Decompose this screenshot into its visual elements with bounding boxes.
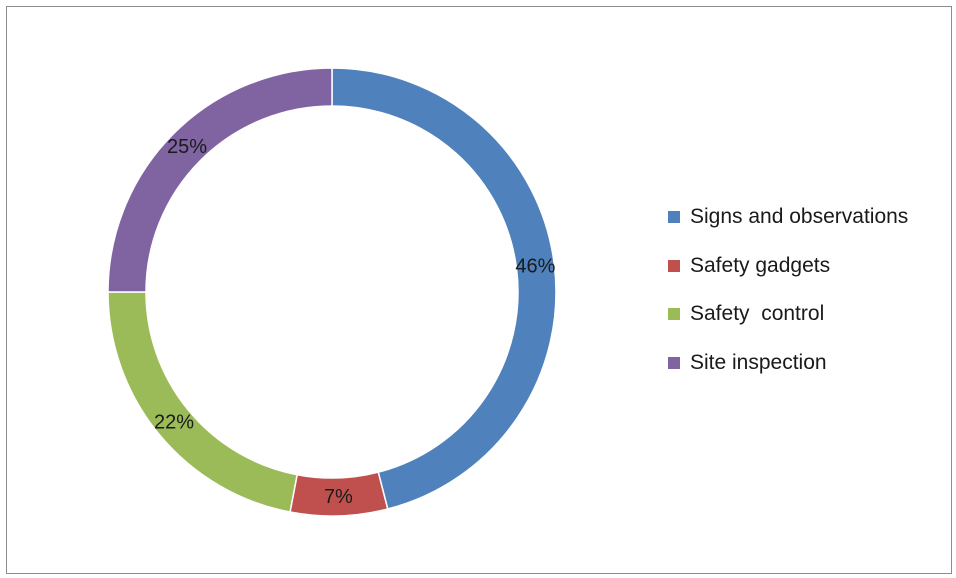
- legend-swatch: [668, 211, 680, 223]
- legend-label: Safety gadgets: [690, 253, 831, 277]
- data-label: 25%: [167, 136, 207, 158]
- data-label: 22%: [154, 412, 194, 434]
- legend-item-site-inspection: Site inspection: [668, 351, 908, 375]
- legend-label: Site inspection: [690, 350, 827, 374]
- legend-swatch: [668, 308, 680, 320]
- data-label: 7%: [324, 486, 353, 508]
- donut-slice-signs-and-observations: [331, 67, 557, 510]
- data-labels: 46% 7% 22% 25%: [154, 136, 556, 508]
- legend-item-signs-and-observations: Signs and observations: [668, 205, 908, 229]
- legend-label: Safety control: [690, 302, 825, 325]
- legend-item-safety-control: Safety control: [668, 302, 908, 326]
- legend-swatch: [668, 259, 680, 272]
- donut-slices: [107, 67, 557, 517]
- legend-label: Signs and observations: [690, 205, 909, 228]
- legend-swatch: [668, 356, 680, 369]
- data-label: 46%: [515, 255, 555, 277]
- chart-frame: [6, 6, 952, 574]
- legend: Signs and observations Safety gadgets Sa…: [668, 205, 908, 399]
- donut-slice-site-inspection: [107, 67, 333, 293]
- legend-item-safety-gadgets: Safety gadgets: [668, 254, 908, 278]
- donut-slice-safety-control: [107, 291, 299, 513]
